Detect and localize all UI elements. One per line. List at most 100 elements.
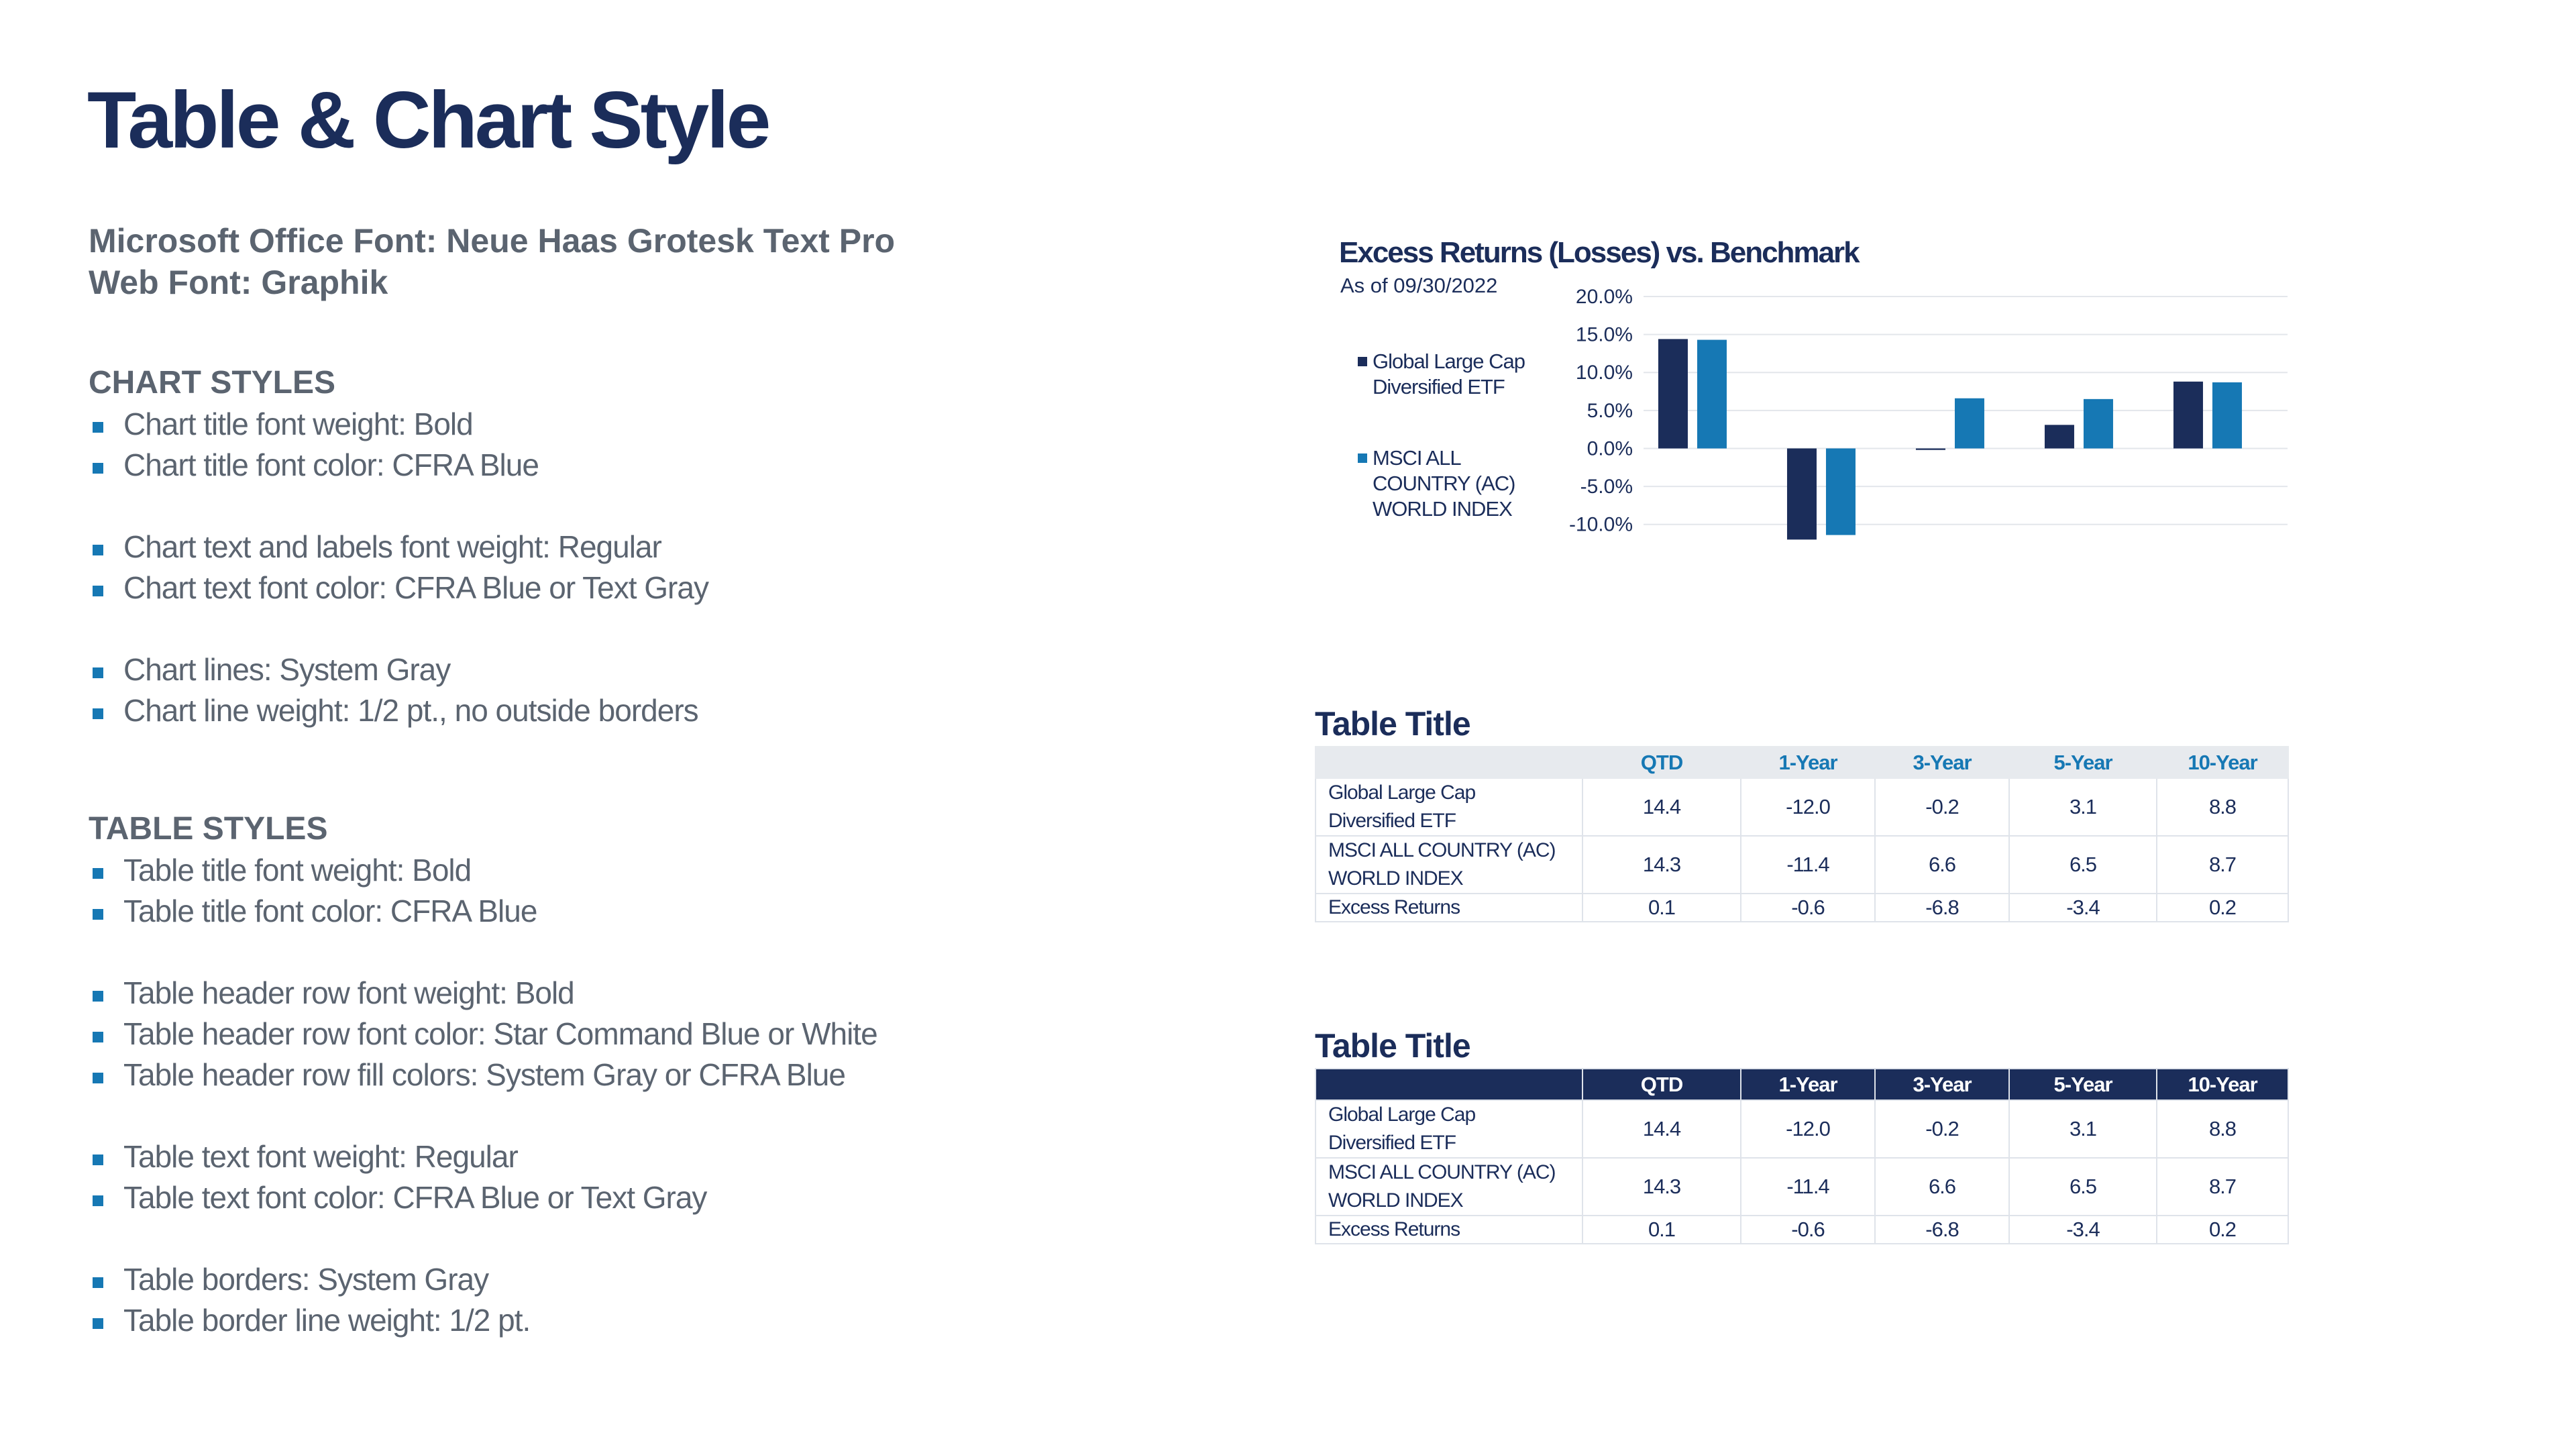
legend-swatch-icon [1358,453,1367,463]
bar-3-year-series-1 [1915,448,1945,450]
bullet-text: Chart line weight: 1/2 pt., no outside b… [123,693,699,728]
table-cell: 6.5 [2008,835,2157,894]
legend-swatch-icon [1358,357,1367,366]
table-cell: -3.4 [2008,893,2157,922]
table-title: Table Title [1315,705,1471,743]
chart-styles-section: CHART STYLES Chart title font weight: Bo… [89,362,709,731]
bullet-item: Chart text font color: CFRA Blue or Text… [89,568,709,608]
bullet-square-icon [93,908,103,920]
table-row: Global Large Cap Diversified ETF 14.4 -1… [1315,777,2289,837]
y-tick-label: 5.0% [1587,400,1633,422]
bullet-item: Table text font weight: Regular [89,1136,877,1177]
bullet-text: Table borders: System Gray [123,1262,489,1297]
table-row: MSCI ALL COUNTRY (AC) WORLD INDEX 14.3 -… [1315,1157,2289,1216]
table-cell: 6.6 [1874,835,2010,894]
table-cell: -6.8 [1874,893,2010,922]
table-header-cell: 5-Year [2008,1068,2157,1101]
returns-table: QTD 1-Year 3-Year 5-Year 10-Year Global … [1315,746,2289,922]
bullet-text: Chart title font color: CFRA Blue [123,447,539,482]
table-cell: 0.2 [2156,893,2289,922]
bullet-text: Chart text and labels font weight: Regul… [123,529,662,564]
bullet-square-icon [93,667,103,678]
bar-10-year-series-1 [2173,381,2203,449]
table-header-cell: QTD [1582,1068,1741,1101]
table-row: Excess Returns 0.1 -0.6 -6.8 -3.4 0.2 [1315,1215,2289,1244]
bullet-square-icon [93,544,103,555]
page-title: Table & Chart Style [87,75,771,165]
table-cell: 0.1 [1582,1215,1741,1244]
bar-qtd-series-1 [1658,339,1688,449]
table-cell: 14.4 [1582,777,1741,837]
table-cell: 8.8 [2156,1099,2289,1159]
bullet-item: Table title font weight: Bold [89,850,877,891]
returns-table: QTD 1-Year 3-Year 5-Year 10-Year Global … [1315,1068,2289,1244]
table-cell: 6.5 [2008,1157,2157,1216]
table-cell: -0.2 [1874,777,2010,837]
legend-label: MSCI ALL COUNTRY (AC) WORLD INDEX [1373,446,1515,521]
chart-title: Excess Returns (Losses) vs. Benchmark [1339,236,1860,269]
table-cell: -0.6 [1740,1215,1876,1244]
table-row: Global Large Cap Diversified ETF 14.4 -1… [1315,1099,2289,1159]
bullet-item: Table header row font weight: Bold [89,973,877,1014]
bar-5-year-series-1 [2044,425,2074,449]
office-font-line: Microsoft Office Font: Neue Haas Grotesk… [89,222,896,260]
table-cell: 14.3 [1582,835,1741,894]
bar-1-year-series-1 [1786,448,1817,540]
bar-1-year-series-2 [1825,448,1856,535]
table-cell: 14.4 [1582,1099,1741,1159]
table-row: Excess Returns 0.1 -0.6 -6.8 -3.4 0.2 [1315,893,2289,922]
table-row-label: Global Large Cap Diversified ETF [1315,1099,1583,1159]
bullet-item: Chart lines: System Gray [89,649,708,690]
table-header-cell: 1-Year [1740,746,1876,779]
bullet-square-icon [93,1195,103,1206]
bullet-item: Table header row font color: Star Comman… [89,1014,878,1055]
table-cell: -12.0 [1740,777,1876,837]
y-tick-label: 0.0% [1587,437,1633,460]
table-cell: 3.1 [2008,1099,2157,1159]
bullet-item: Table text font color: CFRA Blue or Text… [89,1177,877,1218]
bar-10-year-series-2 [2212,382,2242,449]
table-cell: 0.2 [2156,1215,2289,1244]
table-title: Table Title [1315,1027,1471,1065]
table-row: MSCI ALL COUNTRY (AC) WORLD INDEX 14.3 -… [1315,835,2289,894]
table-cell: -3.4 [2008,1215,2157,1244]
table-cell: 8.7 [2156,835,2289,894]
bullet-text: Chart text font color: CFRA Blue or Text… [123,570,709,605]
bullet-square-icon [93,1072,103,1083]
table-cell: 8.8 [2156,777,2289,837]
bullet-item: Table border line weight: 1/2 pt. [89,1300,877,1341]
table-cell: -0.6 [1740,893,1876,922]
legend-item: MSCI ALL COUNTRY (AC) WORLD INDEX [1358,445,1525,522]
bullet-text: Table header row fill colors: System Gra… [123,1057,846,1092]
bullet-square-icon [93,1318,103,1329]
table-header-row: QTD 1-Year 3-Year 5-Year 10-Year [1315,1068,2289,1101]
bullet-square-icon [93,462,103,474]
chart-styles-heading: CHART STYLES [89,365,336,400]
bullet-text: Table title font weight: Bold [123,853,472,888]
table-cell: -6.8 [1874,1215,2010,1244]
bullet-text: Table header row font weight: Bold [123,975,575,1010]
web-font-line: Web Font: Graphik [89,264,388,301]
bullet-item: Chart line weight: 1/2 pt., no outside b… [89,690,708,731]
table-cell: 8.7 [2156,1157,2289,1216]
table-cell: 0.1 [1582,893,1741,922]
bullet-item: Chart title font weight: Bold [89,404,708,445]
bar-5-year-series-2 [2083,398,2113,449]
table-header-cell: 1-Year [1740,1068,1876,1101]
table-cell: 3.1 [2008,777,2157,837]
chart-subtitle: As of 09/30/2022 [1340,274,1498,297]
table-header-cell: 10-Year [2156,1068,2289,1101]
table-row-label: Excess Returns [1315,893,1583,922]
bar-3-year-series-2 [1954,398,1984,449]
legend-label: Global Large Cap Diversified ETF [1373,350,1525,398]
table-header-cell: 3-Year [1874,1068,2010,1101]
table-styles-section: TABLE STYLES Table title font weight: Bo… [89,808,878,1341]
table-header-cell: QTD [1582,746,1741,779]
chart-legend: Global Large Cap Diversified ETF MSCI AL… [1358,349,1525,522]
table-header-cell: 10-Year [2156,746,2289,779]
table-header-row: QTD 1-Year 3-Year 5-Year 10-Year [1315,746,2289,779]
bar-qtd-series-2 [1697,339,1727,449]
bullet-square-icon [93,990,103,1002]
table-styles-heading: TABLE STYLES [89,811,328,847]
table-cell: -12.0 [1740,1099,1876,1159]
